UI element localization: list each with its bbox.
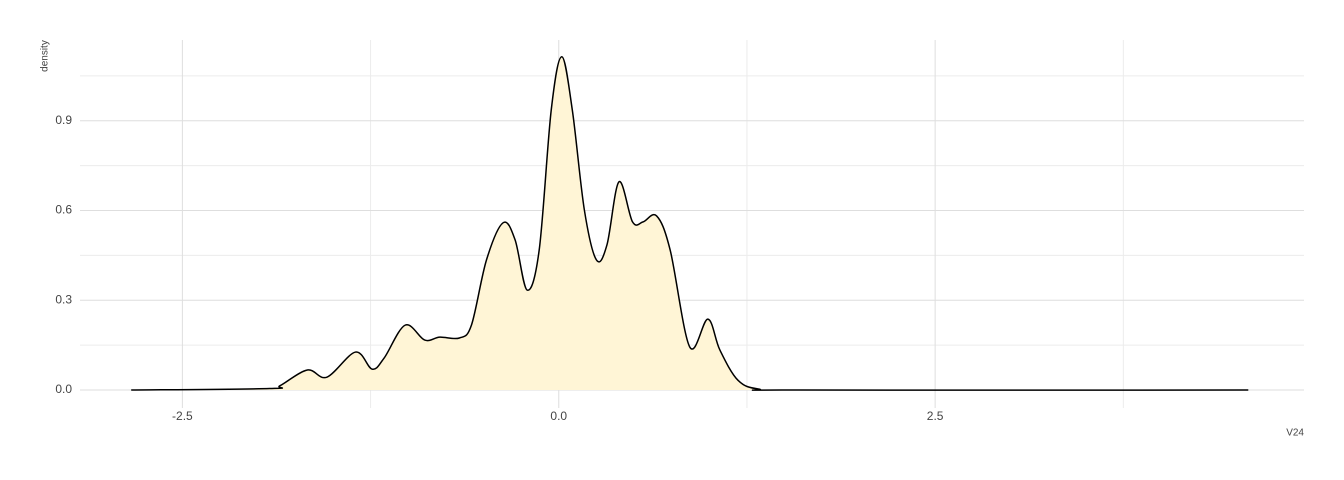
x-tick-label: 0.0	[550, 409, 567, 423]
density-area	[131, 56, 1249, 391]
y-tick-label: 0.6	[55, 203, 72, 217]
y-tick-label: 0.0	[55, 382, 72, 396]
density-line	[131, 56, 1249, 391]
x-tick-label: 2.5	[927, 409, 944, 423]
y-axis-label: density	[40, 40, 51, 72]
y-tick-label: 0.3	[55, 292, 72, 306]
x-tick-label: -2.5	[172, 409, 193, 423]
y-tick-label: 0.9	[55, 113, 72, 127]
x-axis-label: V24	[1286, 428, 1304, 439]
